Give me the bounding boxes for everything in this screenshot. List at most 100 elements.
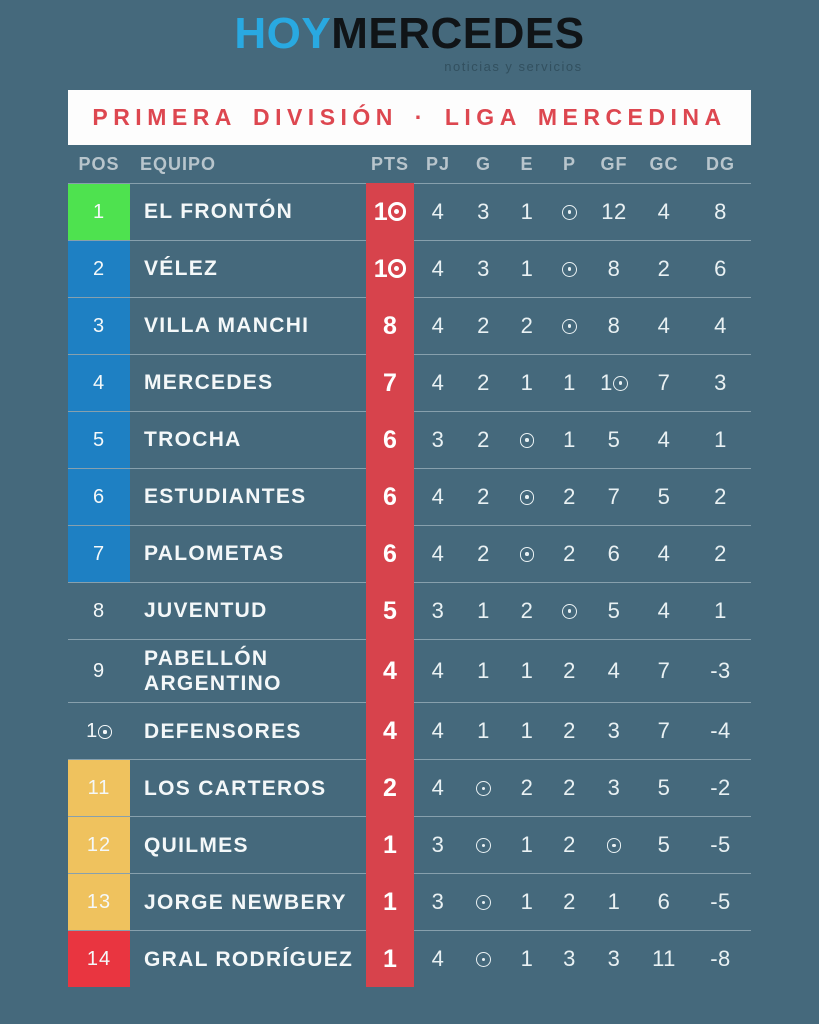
stat-goal-diff: 1 — [714, 598, 727, 623]
stat-draws: 1 — [520, 256, 534, 281]
stat-goal-diff: 3 — [714, 370, 727, 395]
stat-goals-for: 7 — [607, 484, 621, 509]
team-name: PALOMETAS — [144, 542, 285, 566]
team-name: JUVENTUD — [144, 599, 268, 623]
stat-losses: 2 — [563, 658, 576, 684]
team-name: GRAL RODRÍGUEZ — [144, 947, 354, 971]
stat-goals-for: 8 — [607, 313, 621, 338]
column-header-pj: PJ — [425, 153, 451, 174]
team-name: LOS CARTEROS — [144, 776, 327, 800]
stat-played: 4 — [431, 541, 445, 566]
stat-goals-against: 4 — [657, 313, 671, 338]
column-header-pos: POS — [78, 153, 120, 174]
stat-goals-for: 5 — [607, 427, 621, 452]
stat-goals-for: 5 — [607, 598, 621, 623]
team-name: QUILMES — [144, 833, 249, 857]
stat-losses — [549, 256, 590, 282]
points-cell: 8 — [383, 311, 397, 340]
stat-goals-against: 2 — [657, 256, 671, 281]
stat-played: 3 — [431, 832, 445, 858]
points-cell: 2 — [383, 773, 397, 802]
table-row: 1 EL FRONTÓN 1 4 3 1 12 4 8 — [68, 184, 751, 240]
stat-goals-for: 6 — [607, 541, 621, 566]
stat-draws: 1 — [520, 889, 534, 915]
points-column-band — [366, 183, 414, 988]
stat-goals-for: 3 — [607, 946, 621, 972]
stat-wins — [462, 775, 505, 801]
stat-wins: 1 — [477, 658, 490, 684]
stat-losses: 2 — [563, 484, 576, 509]
stat-goals-against: 5 — [657, 775, 671, 801]
position-cell: 4 — [68, 355, 130, 411]
stat-wins: 1 — [477, 598, 490, 623]
stat-losses: 2 — [563, 775, 576, 801]
stat-losses — [549, 598, 590, 624]
team-name: ESTUDIANTES — [144, 485, 307, 509]
column-header-g: G — [475, 153, 491, 174]
table-row: 3 VILLA MANCHI 8 4 2 2 8 4 4 — [68, 297, 751, 354]
stat-goals-for: 12 — [601, 199, 627, 224]
stat-played: 4 — [431, 658, 445, 684]
stat-goals-against: 7 — [657, 718, 671, 744]
position-cell: 1 — [68, 703, 130, 759]
stat-goals-against: 6 — [657, 889, 671, 915]
points-cell: 1 — [383, 830, 397, 859]
stat-draws: 2 — [520, 313, 534, 338]
stat-played: 4 — [431, 370, 445, 395]
table-body: 1 EL FRONTÓN 1 4 3 1 12 4 8 2 VÉLEZ 1 4 … — [68, 184, 751, 988]
position-cell: 12 — [68, 817, 130, 874]
column-header-equipo: EQUIPO — [140, 153, 217, 174]
stat-draws: 1 — [520, 370, 534, 395]
stat-goals-for: 1 — [590, 370, 638, 396]
points-cell: 4 — [383, 716, 397, 745]
stat-draws — [505, 484, 549, 510]
stat-wins: 3 — [477, 199, 490, 224]
stat-goal-diff: 2 — [714, 484, 727, 509]
stat-goals-for: 1 — [607, 889, 621, 915]
stat-goal-diff: -8 — [710, 946, 731, 972]
stat-draws: 1 — [520, 658, 534, 684]
stat-played: 3 — [431, 598, 445, 623]
position-cell: 3 — [68, 298, 130, 354]
team-name: VILLA MANCHI — [144, 314, 310, 338]
stat-losses: 2 — [563, 541, 576, 566]
stat-goals-for: 3 — [607, 775, 621, 801]
stat-losses: 2 — [563, 718, 576, 744]
stat-wins — [462, 889, 505, 915]
stat-played: 3 — [431, 889, 445, 915]
position-cell: 8 — [92, 599, 106, 622]
points-cell: 4 — [383, 656, 397, 685]
stat-played: 3 — [431, 427, 445, 452]
stat-wins: 1 — [477, 718, 490, 744]
stat-losses: 1 — [563, 370, 576, 395]
stat-goals-for: 8 — [607, 256, 621, 281]
stat-losses: 1 — [563, 427, 576, 452]
stat-played: 4 — [431, 256, 445, 281]
stat-goals-for — [590, 832, 638, 858]
stat-played: 4 — [431, 199, 445, 224]
stat-draws: 2 — [520, 775, 534, 801]
table-row: 14 GRAL RODRÍGUEZ 1 4 1 3 3 11 -8 — [68, 930, 751, 988]
table-header-row: POS EQUIPO PTS PJ G E P GF GC DG — [68, 145, 751, 184]
stat-wins: 2 — [477, 427, 490, 452]
stat-goals-against: 4 — [657, 199, 671, 224]
stat-goals-against: 11 — [652, 946, 676, 972]
stat-draws: 2 — [520, 598, 534, 623]
brand-tagline: noticias y servicios — [444, 59, 583, 74]
stat-goal-diff: -4 — [710, 718, 731, 744]
team-name: PABELLÓN ARGENTINO — [144, 647, 282, 696]
stat-played: 4 — [431, 484, 445, 509]
column-header-pts: PTS — [370, 153, 409, 174]
points-cell: 1 — [366, 198, 414, 227]
stat-wins — [462, 946, 505, 972]
stat-losses — [549, 199, 590, 225]
position-cell: 13 — [68, 874, 130, 931]
stat-losses: 2 — [563, 889, 576, 915]
points-cell: 6 — [383, 539, 397, 568]
stat-played: 4 — [431, 313, 445, 338]
standings-infographic: HOYMERCEDES noticias y servicios PRIMERA… — [68, 12, 751, 988]
points-cell: 7 — [383, 368, 397, 397]
stat-wins: 2 — [477, 313, 490, 338]
position-cell: 9 — [92, 659, 106, 682]
stat-goal-diff: 6 — [714, 256, 727, 281]
